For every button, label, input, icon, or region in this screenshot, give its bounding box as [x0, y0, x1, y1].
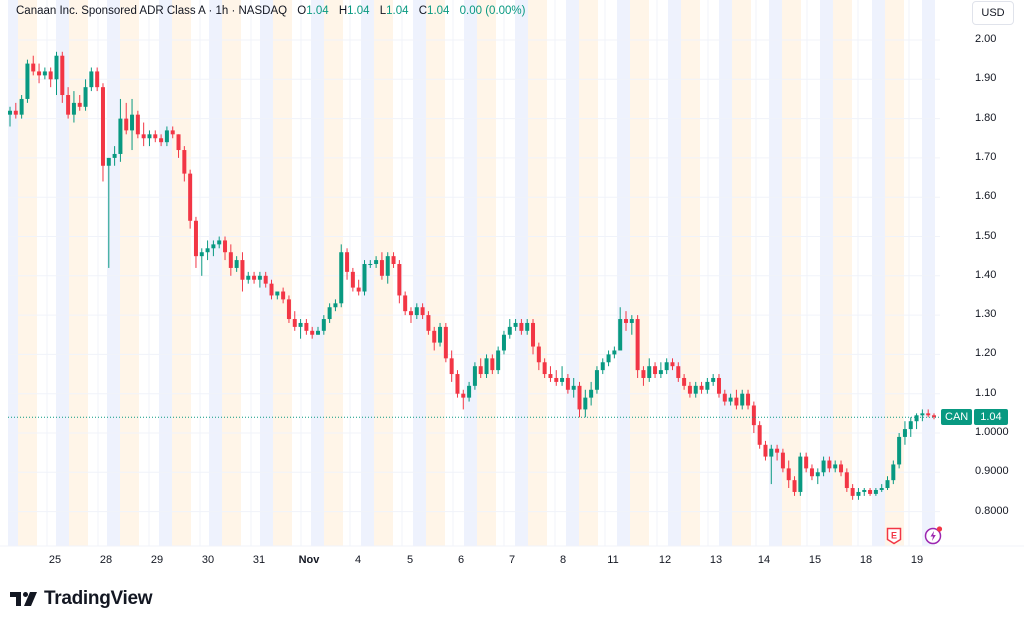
- time-axis-label: 31: [252, 554, 266, 566]
- time-axis-label: 19: [910, 554, 924, 566]
- last-price-tag: CAN 1.04: [941, 409, 1008, 426]
- low-value: 1.04: [386, 5, 409, 17]
- symbol-legend: Canaan Inc. Sponsored ADR Class A · 1h ·…: [16, 5, 526, 17]
- time-axis-label: 7: [508, 554, 516, 566]
- high-value: 1.04: [347, 5, 370, 17]
- interval-label[interactable]: 1h: [215, 5, 229, 17]
- close-value: 1.04: [427, 5, 450, 17]
- price-axis-label: 0.8000: [975, 504, 1009, 517]
- time-axis-label: 4: [354, 554, 362, 566]
- price-axis-label: 2.00: [975, 33, 997, 45]
- change-value: 0.00 (0.00%): [459, 5, 526, 17]
- svg-text:E: E: [891, 531, 897, 541]
- earnings-event-icon[interactable]: E: [886, 527, 902, 545]
- last-price-symbol: CAN: [941, 409, 973, 426]
- candlestick-series: [8, 51, 936, 500]
- currency-button[interactable]: USD: [972, 1, 1014, 25]
- price-axis-label: 1.10: [975, 386, 997, 399]
- time-axis-label: 5: [406, 554, 414, 566]
- time-axis-label: 29: [150, 554, 164, 566]
- time-axis-label: 18: [859, 554, 873, 566]
- high-label: H: [338, 5, 348, 17]
- last-price-value: 1.04: [974, 409, 1008, 426]
- separator-dot: ·: [231, 5, 239, 17]
- price-axis-label: 1.80: [975, 111, 997, 124]
- lightning-event-icon[interactable]: [924, 525, 944, 545]
- price-axis-label: 1.60: [975, 190, 997, 203]
- open-value: 1.04: [306, 5, 329, 17]
- price-axis-label: 1.50: [975, 229, 997, 242]
- price-axis-label: 0.9000: [975, 465, 1009, 478]
- time-axis-label: 12: [658, 554, 672, 566]
- time-axis-label: 6: [457, 554, 465, 566]
- chart-gridlines: [8, 0, 940, 546]
- price-axis-label: 1.0000: [975, 426, 1009, 438]
- time-axis-label: 8: [559, 554, 567, 566]
- close-label: C: [418, 5, 428, 17]
- tradingview-logo-text: TradingView: [44, 588, 153, 609]
- price-axis-label: 1.90: [975, 72, 997, 85]
- time-axis-label: 25: [48, 554, 62, 566]
- low-label: L: [379, 5, 387, 17]
- time-axis-label: 11: [607, 554, 619, 566]
- price-axis-label: 1.40: [975, 268, 997, 281]
- time-axis-label: 15: [808, 554, 822, 566]
- exchange-label: NASDAQ: [238, 5, 288, 17]
- separator-dot: ·: [208, 5, 216, 17]
- price-axis-label: 1.30: [975, 308, 997, 321]
- price-axis-label: 1.70: [975, 150, 997, 163]
- time-axis-label: 30: [201, 554, 215, 566]
- time-axis-label: 14: [757, 554, 771, 566]
- tradingview-logo-icon: [10, 592, 37, 606]
- time-axis-label: 28: [99, 554, 113, 566]
- session-bands: [8, 0, 935, 546]
- time-axis-label: 13: [709, 554, 723, 566]
- symbol-name[interactable]: Canaan Inc. Sponsored ADR Class A: [16, 5, 206, 17]
- time-axis-label: Nov: [298, 554, 320, 566]
- open-label: O: [297, 5, 307, 17]
- price-axis-label: 1.20: [975, 347, 997, 360]
- tradingview-logo[interactable]: TradingView: [10, 588, 153, 610]
